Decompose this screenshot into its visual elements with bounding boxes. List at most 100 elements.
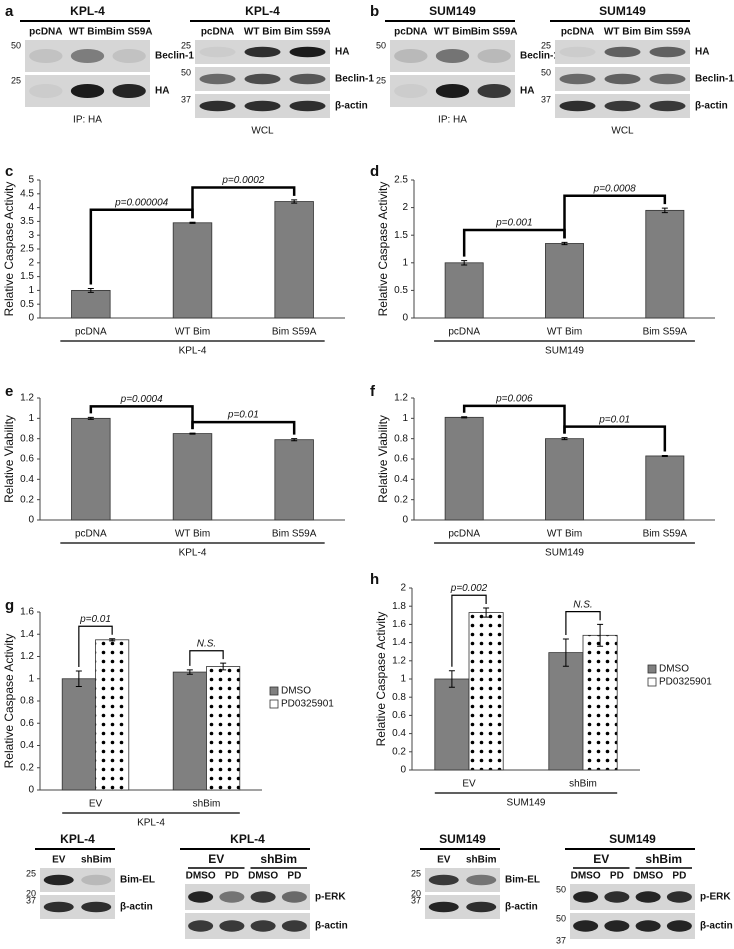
blot-band bbox=[435, 83, 470, 99]
blot-band bbox=[559, 73, 596, 85]
y-tick-label: 4.5 bbox=[20, 188, 34, 199]
row-label: p-ERK bbox=[315, 892, 346, 903]
blot-band bbox=[666, 891, 692, 903]
mw-marker: 37 bbox=[541, 94, 551, 104]
y-tick-label: 1.4 bbox=[392, 637, 406, 648]
lane-label: PD bbox=[225, 871, 239, 882]
blot-band bbox=[573, 920, 599, 932]
y-tick-label: 0 bbox=[402, 515, 408, 526]
error-bar bbox=[87, 287, 94, 293]
panel-label: e bbox=[5, 383, 13, 400]
blot-title: KPL-4 bbox=[60, 832, 95, 846]
x-tick-label: pcDNA bbox=[448, 529, 480, 540]
y-axis-label: Relative Caspase Activity bbox=[2, 182, 16, 317]
blot-band bbox=[188, 920, 214, 932]
y-tick-label: 0.2 bbox=[20, 494, 34, 505]
x-tick-label: WT Bim bbox=[175, 327, 210, 338]
row-label: β-actin bbox=[335, 101, 368, 112]
bar bbox=[274, 439, 314, 521]
blot-band bbox=[573, 891, 599, 903]
y-tick-label: 1.6 bbox=[392, 619, 406, 630]
y-tick-label: 2 bbox=[400, 583, 406, 594]
row-label: HA bbox=[520, 86, 534, 97]
lane-label: PD bbox=[610, 871, 624, 882]
bar bbox=[274, 201, 314, 319]
bar bbox=[548, 652, 584, 771]
significance-bracket bbox=[565, 611, 601, 635]
error-bar bbox=[483, 607, 490, 618]
blot-caption: IP: HA bbox=[73, 115, 102, 126]
y-tick-label: 1.2 bbox=[394, 393, 408, 404]
y-tick-label: 2.5 bbox=[20, 244, 34, 255]
y-tick-label: 0.4 bbox=[392, 728, 406, 739]
x-tick-label: EV bbox=[89, 799, 103, 810]
row-label: Beclin-1 bbox=[155, 51, 194, 62]
y-tick-label: 2 bbox=[402, 202, 408, 213]
row-label: Bim-EL bbox=[505, 875, 540, 886]
blot-band bbox=[604, 891, 630, 903]
y-tick-label: 1 bbox=[28, 413, 34, 424]
y-tick-label: 0.5 bbox=[394, 285, 408, 296]
blot-band bbox=[199, 46, 236, 58]
row-label: Beclin-1 bbox=[520, 51, 559, 62]
bar bbox=[206, 666, 241, 791]
lane-label: EV bbox=[52, 855, 66, 866]
y-tick-label: 1.4 bbox=[20, 629, 34, 640]
y-tick-label: 0.8 bbox=[392, 692, 406, 703]
lane-label: PD bbox=[287, 871, 301, 882]
y-tick-label: 0.4 bbox=[394, 474, 408, 485]
row-label: Beclin-1 bbox=[335, 74, 374, 85]
y-tick-label: 4 bbox=[28, 202, 34, 213]
y-axis-label: Relative Caspase Activity bbox=[2, 634, 16, 769]
legend-swatch bbox=[269, 699, 279, 709]
mw-marker: 50 bbox=[11, 40, 21, 50]
lane-label: pcDNA bbox=[201, 27, 234, 38]
y-tick-label: 0.2 bbox=[392, 746, 406, 757]
row-label: HA bbox=[335, 47, 349, 58]
blot-band bbox=[428, 874, 459, 886]
significance-bracket bbox=[191, 186, 296, 219]
lane-label: EV bbox=[437, 855, 451, 866]
blot-band bbox=[466, 901, 497, 913]
y-tick-label: 0.8 bbox=[394, 433, 408, 444]
x-tick-label: WT Bim bbox=[547, 529, 582, 540]
panel-label: a bbox=[5, 3, 14, 20]
mw-marker: 50 bbox=[556, 884, 566, 894]
y-tick-label: 3 bbox=[28, 230, 34, 241]
y-tick-label: 3.5 bbox=[20, 216, 34, 227]
significance-bracket bbox=[191, 420, 296, 435]
annotation: p=0.006 bbox=[495, 393, 533, 404]
y-tick-label: 1.2 bbox=[20, 651, 34, 662]
annotation: p=0.002 bbox=[450, 583, 488, 594]
y-axis-label: Relative Caspase Activity bbox=[374, 612, 388, 747]
lane-label: Bim S59A bbox=[106, 27, 153, 38]
significance-bracket bbox=[563, 194, 667, 239]
blot-band bbox=[70, 48, 105, 64]
error-bar bbox=[189, 221, 196, 224]
blot-band bbox=[477, 48, 511, 64]
y-tick-label: 0 bbox=[28, 313, 34, 324]
mw-marker: 20 bbox=[411, 888, 421, 898]
lane-label: DMSO bbox=[248, 871, 278, 882]
error-bar bbox=[109, 638, 116, 642]
y-tick-label: 0 bbox=[402, 313, 408, 324]
row-label: Bim-EL bbox=[120, 875, 155, 886]
y-tick-label: 0.4 bbox=[20, 740, 34, 751]
legend-label: PD0325901 bbox=[281, 699, 334, 710]
y-tick-label: 0.2 bbox=[394, 494, 408, 505]
y-tick-label: 0.2 bbox=[20, 762, 34, 773]
x-tick-label: shBim bbox=[193, 799, 221, 810]
bar bbox=[95, 639, 130, 791]
group-label: EV bbox=[593, 852, 609, 866]
lane-label: WT Bim bbox=[69, 27, 106, 38]
panel-label: h bbox=[370, 571, 379, 588]
y-axis-label: Relative Viability bbox=[2, 415, 16, 503]
y-tick-label: 0.5 bbox=[20, 299, 34, 310]
error-bar bbox=[75, 670, 82, 688]
x-tick-label: Bim S59A bbox=[272, 327, 317, 338]
y-tick-label: 2.5 bbox=[394, 175, 408, 186]
lane-label: WT Bim bbox=[434, 27, 471, 38]
y-tick-label: 2 bbox=[28, 257, 34, 268]
mw-marker: 25 bbox=[26, 868, 36, 878]
